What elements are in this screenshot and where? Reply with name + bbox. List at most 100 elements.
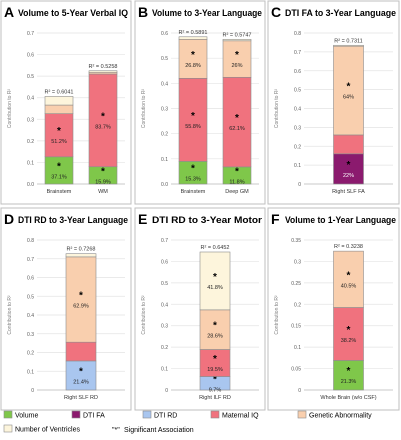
- bar-segment-genetic-abnormality: [65, 256, 97, 343]
- y-tick-label: 0.5: [27, 294, 34, 300]
- data-label: 51.2%: [51, 139, 67, 145]
- y-tick-label: 0.5: [27, 74, 34, 80]
- r2-label: R² = 0.5891: [179, 30, 208, 36]
- panel-f: F Volume to 1-Year Language 0 0.05 0.1 0.15 0.…: [267, 207, 400, 411]
- significance-marker: *: [191, 111, 195, 122]
- legend-item-volume: Volume: [3, 410, 38, 420]
- significance-marker: *: [213, 374, 217, 385]
- x-category-label: Brainstem: [47, 189, 72, 195]
- x-category-label: Whole Brain (w/o CSF): [320, 395, 376, 401]
- panel-title: DTI RD to 3-Year Language: [18, 215, 128, 225]
- legend-label: Maternal IQ: [222, 413, 259, 420]
- significance-marker: *: [235, 113, 239, 124]
- data-label: 83.7%: [95, 124, 111, 130]
- y-tick-label: 0.05: [291, 367, 301, 373]
- y-tick-label: 0.5: [161, 281, 168, 287]
- y-axis-label: Contribution to R²: [141, 89, 147, 129]
- legend-label: DTI RD: [154, 413, 177, 420]
- bar-segment-maternal-iq: [65, 341, 97, 362]
- legend-label: Significant Association: [124, 427, 194, 434]
- panel-title: DTI RD to 3-Year Motor: [152, 215, 263, 225]
- y-tick-label: 0.5: [294, 88, 301, 94]
- y-tick-label: 0.1: [294, 163, 301, 169]
- legend-swatch: [3, 410, 13, 419]
- bar-segment-number-of-ventricles: [222, 38, 252, 42]
- y-tick-label: 0.6: [294, 69, 301, 75]
- data-label: 28.6%: [207, 334, 223, 340]
- data-label: 40.5%: [341, 283, 357, 289]
- x-category-label: Right SLF FA: [332, 189, 365, 195]
- y-tick-label: 0.2: [294, 302, 301, 308]
- y-tick-label: 0: [31, 388, 34, 394]
- bar: * 37.1% * 51.2% R² = 0.6041 Brainstem: [45, 89, 74, 195]
- y-tick-label: 0: [165, 388, 168, 394]
- legend-label: Volume: [15, 413, 38, 420]
- bar-segment-maternal-iq: [178, 78, 208, 162]
- x-category-label: Right ILF RD: [199, 395, 231, 401]
- y-tick-label: 0.1: [161, 157, 168, 163]
- significance-marker: *: [213, 354, 217, 365]
- y-tick-label: 0: [298, 388, 301, 394]
- data-label: 21.4%: [73, 379, 89, 385]
- bar: *9.7%*19.5%*28.6%*41.8%R² = 0.6452Right …: [199, 245, 231, 401]
- panel-letter: E: [138, 211, 147, 227]
- y-tick-label: 0: [298, 182, 301, 188]
- bar-segment-genetic-abnormality: [178, 38, 208, 79]
- significance-marker: *: [347, 270, 351, 281]
- significance-marker: *: [101, 111, 105, 122]
- data-label: 15.9%: [95, 179, 111, 185]
- significance-marker: *: [347, 82, 351, 93]
- bar-segment-dti-fa: [333, 153, 364, 185]
- y-tick-label: 0.2: [27, 139, 34, 145]
- y-tick-label: 0.4: [161, 81, 168, 87]
- r2-label: R² = 0.7268: [67, 247, 96, 253]
- panel-letter: B: [138, 4, 148, 20]
- x-category-label: Right SLF RD: [64, 395, 98, 401]
- y-tick-label: 0.3: [27, 117, 34, 123]
- r2-label: R² = 0.6452: [201, 245, 230, 251]
- panel-title: DTI FA to 3-Year Language: [285, 8, 396, 18]
- r2-label: R² = 0.5258: [89, 64, 118, 70]
- bar-segment-number-of-ventricles: [44, 96, 74, 106]
- data-label: 55.8%: [185, 124, 201, 130]
- bar-segment-maternal-iq: [222, 76, 252, 168]
- significance-marker: *: [347, 325, 351, 336]
- y-tick-label: 0.8: [294, 31, 301, 37]
- panel-b: B Volume to 3-Year Language 0.0 0.1 0.2 0.3 0.…: [134, 0, 266, 205]
- bar-segment-genetic-abnormality: [333, 45, 364, 136]
- y-tick-label: 0.7: [161, 238, 168, 244]
- panel-d: D DTI RD to 3-Year Language 0 0.1 0.2 0.3 0.4 0…: [0, 207, 132, 411]
- legend-swatch: [71, 410, 81, 419]
- legend-swatch: [210, 410, 220, 419]
- significance-marker: *: [57, 126, 61, 137]
- panel-letter: F: [271, 211, 280, 227]
- r2-label: R² = 0.6041: [45, 89, 74, 95]
- panel-a: A Volume to 5-Year Verbal IQ 0.0 0.1 0.2 0.3 0…: [0, 0, 132, 205]
- y-tick-label: 0.6: [161, 259, 168, 265]
- legend-swatch: [3, 424, 13, 433]
- significance-marker: *: [57, 161, 61, 172]
- panel-e: E DTI RD to 3-Year Motor 0 0.1 0.2 0.3 0.4 0.5 0…: [134, 207, 266, 411]
- significance-marker: *: [213, 272, 217, 283]
- legend-item-maternal-iq: Maternal IQ: [210, 410, 259, 420]
- bar-segment-maternal-iq: [199, 349, 231, 377]
- data-label: 38.2%: [341, 338, 357, 344]
- bar-segment-genetic-abnormality: [222, 40, 252, 78]
- significance-marker: *: [101, 166, 105, 177]
- r2-label: R² = 0.5747: [223, 32, 252, 38]
- r2-label: R² = 0.7311: [334, 38, 363, 44]
- y-tick-label: 0.1: [294, 345, 301, 351]
- significance-symbol: "*": [112, 427, 120, 434]
- legend-item-genetic-abnormality: Genetic Abnormality: [297, 410, 372, 420]
- y-axis-label: Contribution to R²: [7, 89, 13, 129]
- y-tick-label: 0.7: [27, 31, 34, 37]
- y-tick-label: 0.1: [27, 369, 34, 375]
- bar-segment-number-of-ventricles: [65, 253, 97, 258]
- significance-marker: *: [79, 291, 83, 302]
- y-tick-label: 0.2: [161, 345, 168, 351]
- bar-segment-number-of-ventricles: [88, 70, 118, 73]
- y-tick-label: 0.3: [161, 324, 168, 330]
- significance-marker: *: [213, 321, 217, 332]
- data-label: 62.9%: [73, 304, 89, 310]
